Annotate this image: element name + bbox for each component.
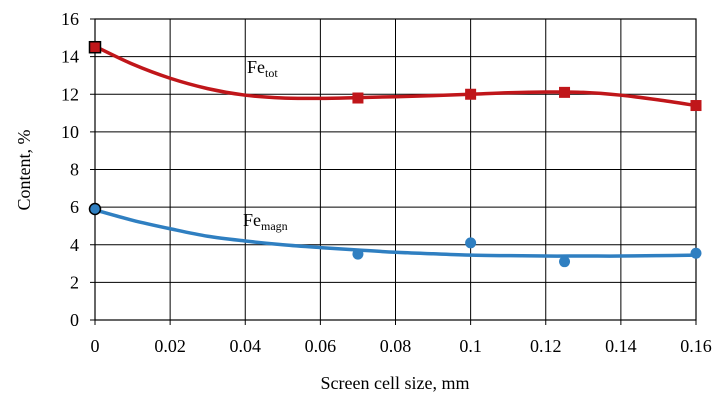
- series-label-main: Fe: [243, 210, 261, 230]
- data-point: [465, 88, 477, 100]
- data-point: [352, 248, 364, 260]
- series-label-sub: tot: [265, 66, 278, 80]
- y-tick-label: 4: [70, 235, 79, 255]
- data-point: [352, 92, 364, 104]
- y-tick-label: 2: [70, 272, 79, 292]
- x-tick-label: 0.1: [459, 336, 482, 356]
- x-tick-label: 0.04: [230, 336, 262, 356]
- y-tick-label: 12: [61, 84, 79, 104]
- series-label-sub: magn: [261, 219, 288, 233]
- x-tick-label: 0.06: [305, 336, 337, 356]
- y-tick-label: 0: [70, 310, 79, 330]
- axis-ticks: 0 0.02 0.04 0.06 0.08 0.1 0.12 0.14 0.16 0 2 4 6 8 10 1…: [61, 9, 712, 356]
- trend-line: [93, 208, 698, 258]
- x-tick-label: 0.02: [154, 336, 186, 356]
- data-point: [690, 247, 702, 259]
- x-tick-label: 0.12: [530, 336, 562, 356]
- data-point: [88, 202, 102, 216]
- series-group: [88, 40, 702, 268]
- y-tick-label: 16: [61, 9, 79, 29]
- x-axis-title: Screen cell size, mm: [321, 373, 470, 393]
- x-tick-label: 0.16: [680, 336, 712, 356]
- series-label: Fetot: [247, 57, 278, 80]
- y-tick-label: 6: [70, 197, 79, 217]
- series-fe-magn: [88, 202, 702, 268]
- y-tick-label: 10: [61, 122, 79, 142]
- x-tick-label: 0.14: [605, 336, 637, 356]
- data-point: [559, 86, 571, 98]
- series-fe-tot: [88, 40, 702, 112]
- y-tick-label: 14: [61, 47, 79, 67]
- series-label-main: Fe: [247, 57, 265, 77]
- trend-line: [93, 44, 698, 108]
- grid: [94, 18, 697, 321]
- x-tick-label: 0.08: [380, 336, 412, 356]
- data-point: [465, 237, 477, 249]
- data-point: [88, 40, 102, 54]
- x-tick-label: 0: [91, 336, 100, 356]
- data-point: [559, 256, 571, 268]
- y-tick-label: 8: [70, 160, 79, 180]
- y-axis-title: Content, %: [14, 130, 34, 211]
- data-point: [690, 100, 702, 112]
- series-label: Femagn: [243, 210, 288, 233]
